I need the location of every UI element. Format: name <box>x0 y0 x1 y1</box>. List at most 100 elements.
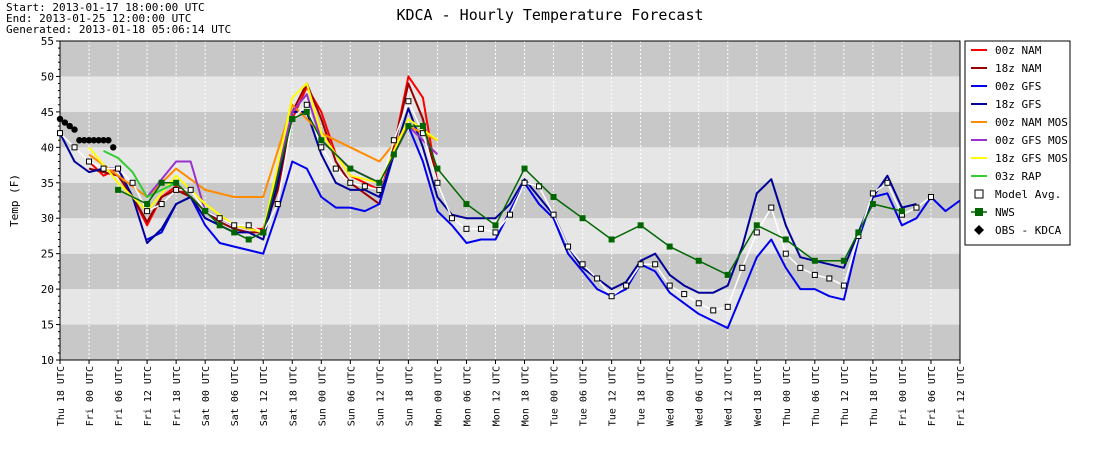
legend-item: 18z GFS <box>971 98 1041 111</box>
nws-point <box>492 222 499 229</box>
obs-point <box>105 137 112 144</box>
y-tick-label: 35 <box>41 177 54 190</box>
model-avg-point <box>71 144 78 151</box>
model-avg-point <box>724 303 731 310</box>
model-avg-point <box>361 183 368 190</box>
obs-point <box>80 137 88 144</box>
legend-item: Model Avg. <box>974 188 1061 201</box>
model-avg-point <box>739 264 746 271</box>
x-tick-label: Tue 18 UTC <box>637 366 648 426</box>
series-line <box>88 82 438 234</box>
end-time: End: 2013-01-25 12:00:00 UTC <box>6 12 192 25</box>
nws-point <box>303 108 310 115</box>
legend-item: 00z GFS MOS <box>971 134 1068 147</box>
series-18z-gfs-mos <box>88 82 438 234</box>
legend-item: 18z GFS MOS <box>971 152 1068 165</box>
obs-point <box>56 115 64 123</box>
model-avg-point <box>927 193 934 200</box>
legend-swatch <box>974 189 984 199</box>
legend-label: 00z NAM MOS <box>995 116 1068 129</box>
obs-point <box>76 137 83 144</box>
nws-point <box>550 193 557 200</box>
obs-point <box>90 137 98 144</box>
y-tick-label: 15 <box>41 319 54 332</box>
plot-band <box>60 111 960 148</box>
x-tick-label: Sat 06 UTC <box>230 366 241 426</box>
plot-band <box>60 324 960 360</box>
nws-point <box>898 208 905 215</box>
plot-band <box>60 147 960 183</box>
model-avg-point <box>274 201 281 208</box>
nws-point <box>173 179 180 186</box>
x-tick-label: Sat 12 UTC <box>259 366 270 426</box>
nws-point <box>463 201 470 208</box>
y-tick-label: 55 <box>41 35 54 48</box>
nws-point <box>608 236 615 243</box>
legend-swatch <box>975 208 983 216</box>
model-avg-point <box>507 211 513 218</box>
x-tick-label: Fri 00 UTC <box>898 366 909 426</box>
series-line <box>103 150 177 198</box>
legend-item: 00z NAM MOS <box>971 116 1068 129</box>
model-avg-point <box>376 186 383 193</box>
nws-point <box>782 236 789 243</box>
legend-item: 18z NAM <box>971 62 1042 75</box>
nws-point <box>695 257 702 264</box>
legend-item: NWS <box>971 206 1015 219</box>
nws-point <box>855 229 862 236</box>
x-tick-label: Wed 12 UTC <box>724 366 735 426</box>
model-avg-point <box>448 215 455 222</box>
model-avg-point <box>681 291 688 298</box>
x-tick-label: Mon 18 UTC <box>521 366 532 426</box>
nws-point <box>158 179 165 186</box>
nws-point <box>376 179 383 186</box>
nws-point <box>753 222 760 229</box>
x-tick-label: Tue 12 UTC <box>608 366 619 426</box>
obs-point <box>61 119 69 126</box>
model-avg-point <box>303 101 310 108</box>
nws-point <box>521 165 528 172</box>
model-avg-point <box>811 271 818 278</box>
plot-band <box>60 253 960 290</box>
legend-swatch <box>974 225 984 235</box>
y-tick-label: 10 <box>41 354 54 367</box>
legend-label: 00z GFS MOS <box>995 134 1068 147</box>
y-tick-label: 40 <box>41 141 54 154</box>
model-avg-point <box>158 201 165 208</box>
nws-point <box>260 229 267 236</box>
model-avg-point <box>332 165 339 172</box>
obs-point <box>71 126 78 133</box>
x-tick-label: Fri 00 UTC <box>85 366 96 426</box>
model-avg-point <box>652 261 659 268</box>
nws-point <box>666 243 673 250</box>
x-tick-label: Wed 00 UTC <box>666 366 677 426</box>
legend-label: 18z GFS MOS <box>995 152 1068 165</box>
x-tick-label: Fri 06 UTC <box>927 366 938 426</box>
model-avg-point <box>216 215 223 222</box>
x-tick-label: Sat 18 UTC <box>288 366 299 426</box>
x-tick-label: Fri 06 UTC <box>114 366 125 426</box>
legend-item: 03z RAP <box>971 170 1042 183</box>
model-avg-point <box>173 186 180 193</box>
x-tick-label: Fri 12 UTC <box>143 366 154 426</box>
nws-point <box>115 186 122 193</box>
x-tick-label: Wed 06 UTC <box>695 366 706 426</box>
model-avg-point <box>666 282 673 289</box>
model-avg-point <box>637 261 644 268</box>
model-avg-point <box>753 229 760 236</box>
model-avg-point <box>884 179 891 186</box>
model-avg-point <box>550 211 557 218</box>
x-tick-label: Sun 00 UTC <box>317 366 328 426</box>
model-avg-point <box>57 130 63 137</box>
forecast-meta: Start: 2013-01-17 18:00:00 UTC End: 2013… <box>6 2 231 35</box>
nws-point <box>811 257 818 264</box>
model-avg-point <box>477 225 484 232</box>
y-tick-label: 25 <box>41 248 54 261</box>
obs-point <box>100 137 107 144</box>
plot-band <box>60 41 960 77</box>
x-tick-label: Sun 12 UTC <box>375 366 386 426</box>
nws-point <box>318 137 325 144</box>
nws-point <box>405 123 412 130</box>
model-avg-point <box>405 98 412 105</box>
generated-time: Generated: 2013-01-18 05:06:14 UTC <box>6 23 232 36</box>
